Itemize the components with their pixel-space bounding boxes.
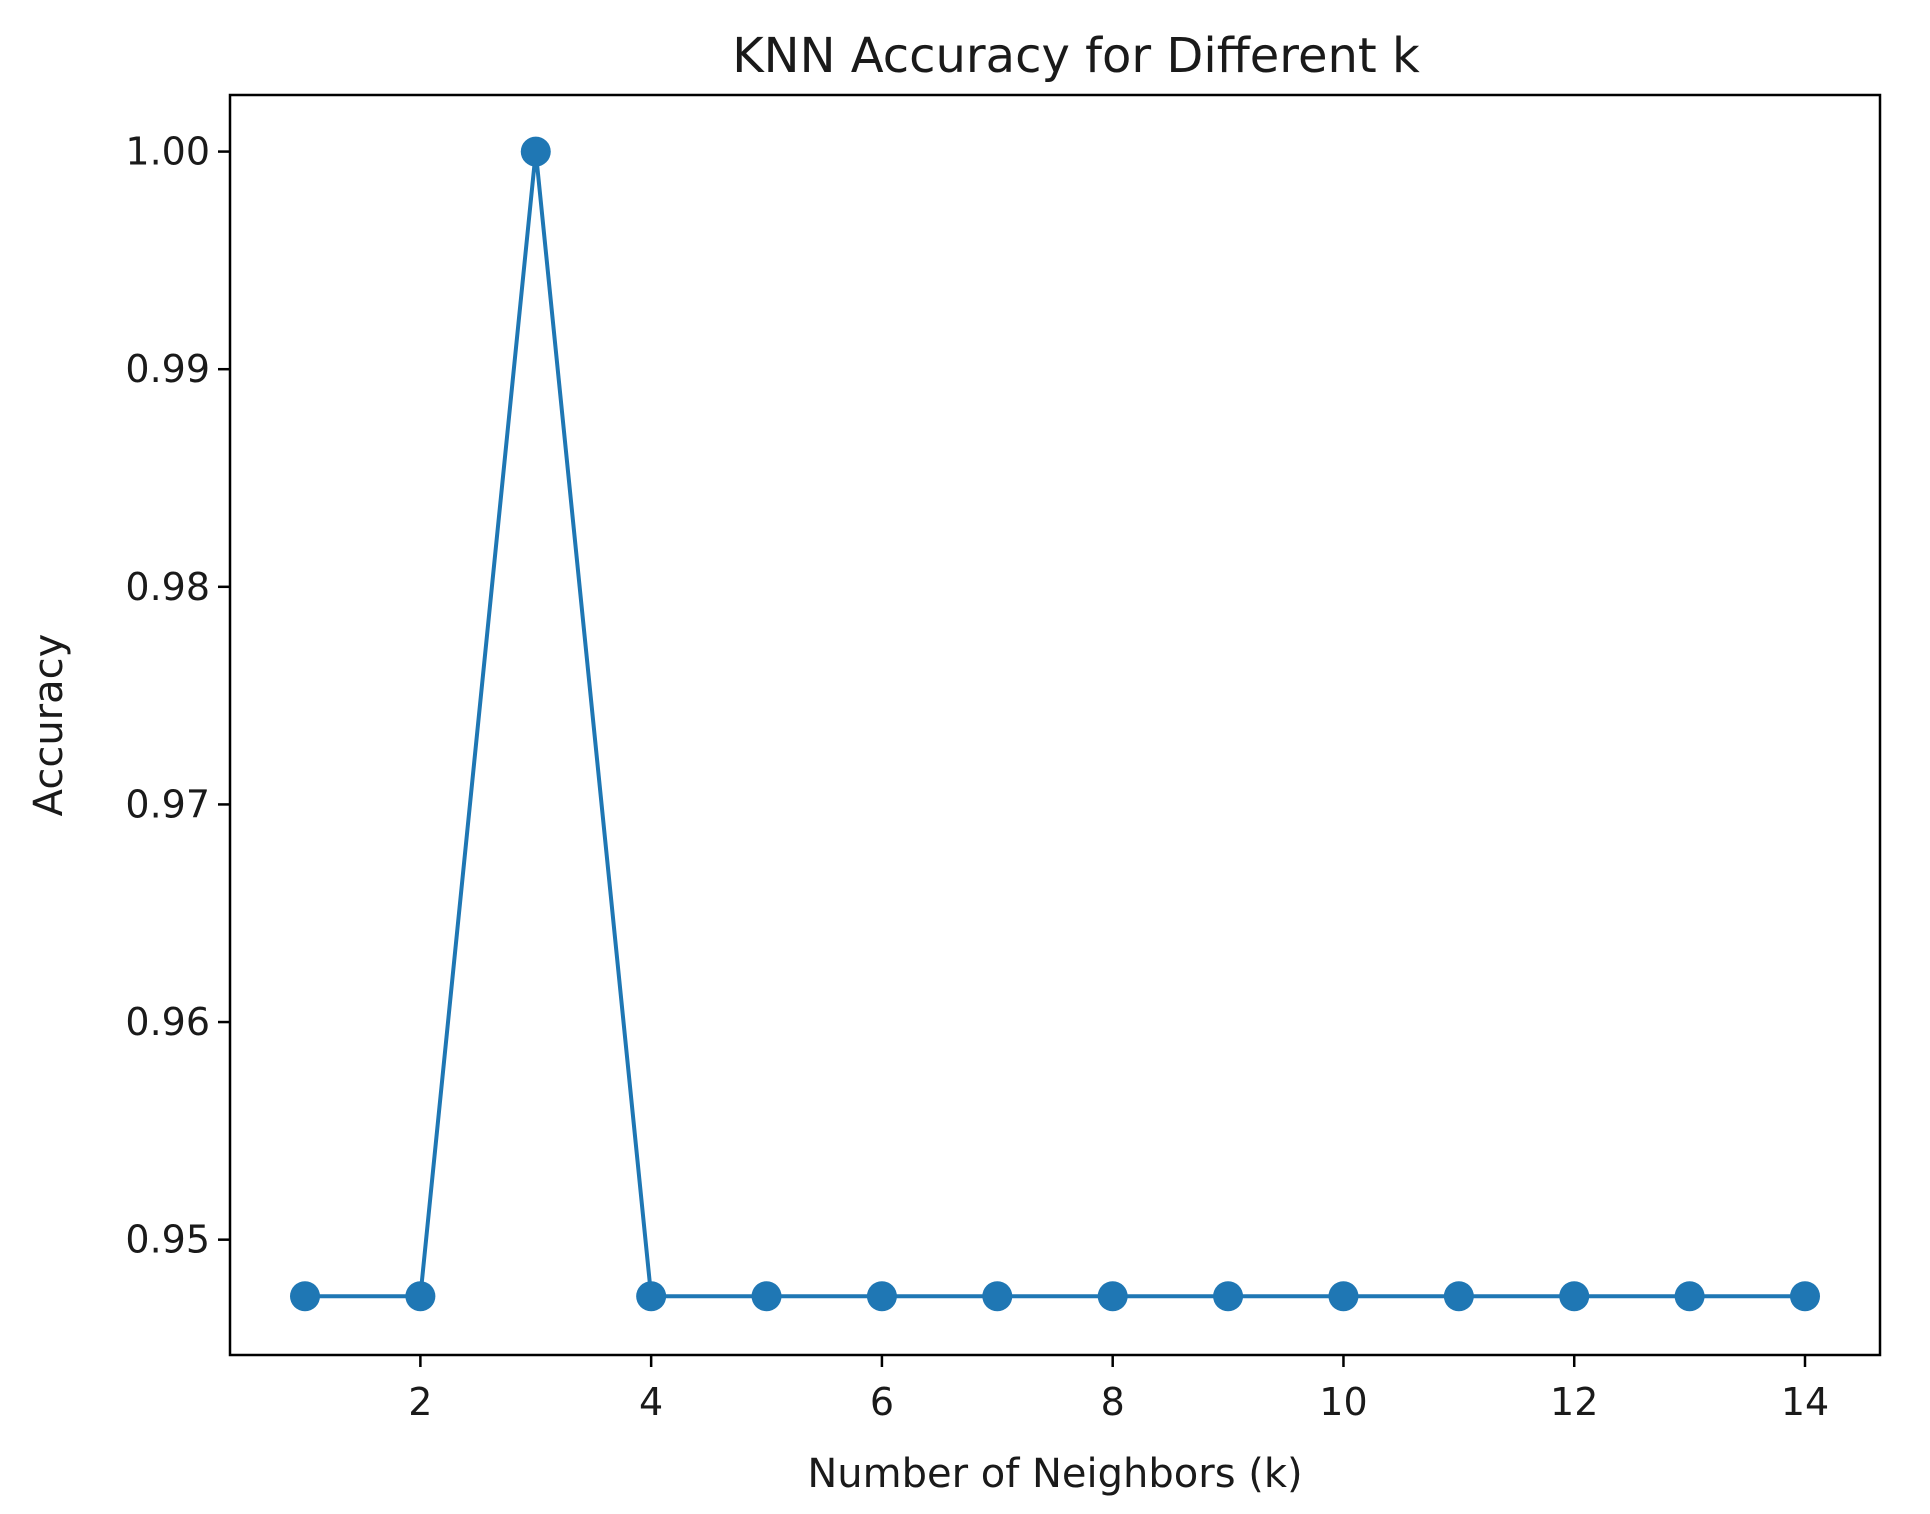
y-tick-label: 1.00 <box>125 130 210 174</box>
plot-frame <box>228 93 1882 1357</box>
data-point <box>1674 1281 1705 1312</box>
x-tick-label: 4 <box>639 1380 663 1424</box>
data-point <box>1443 1281 1474 1312</box>
y-axis-label: Accuracy <box>26 634 72 817</box>
data-point <box>520 136 551 167</box>
series-line <box>305 149 1805 1299</box>
y-tick-label: 0.97 <box>125 782 210 826</box>
data-point <box>1790 1281 1820 1312</box>
data-point <box>636 1281 667 1312</box>
data-point <box>1097 1281 1128 1312</box>
data-point <box>982 1281 1013 1312</box>
y-axis-ticks: 0.95 0.96 0.97 0.98 0.99 1.00 <box>125 130 230 1262</box>
x-axis-label: Number of Neighbors (k) <box>807 1451 1302 1497</box>
data-point <box>1559 1281 1590 1312</box>
x-tick-label: 6 <box>870 1380 894 1424</box>
data-point <box>1328 1281 1359 1312</box>
data-point <box>866 1281 897 1312</box>
data-point <box>751 1281 782 1312</box>
y-tick-label: 0.96 <box>125 1000 210 1044</box>
chart-title: KNN Accuracy for Different k <box>732 28 1420 84</box>
x-tick-label: 10 <box>1319 1380 1367 1424</box>
data-point <box>1213 1281 1244 1312</box>
x-tick-label: 8 <box>1101 1380 1125 1424</box>
x-tick-label: 2 <box>408 1380 432 1424</box>
x-tick-label: 12 <box>1550 1380 1598 1424</box>
y-tick-label: 0.99 <box>125 347 210 391</box>
y-tick-label: 0.98 <box>125 565 210 609</box>
y-tick-label: 0.95 <box>125 1218 210 1262</box>
data-point <box>290 1281 320 1312</box>
x-axis-ticks: 2 4 6 8 10 12 14 <box>408 1355 1829 1424</box>
accuracy-series <box>290 136 1820 1312</box>
data-point <box>405 1281 436 1312</box>
x-tick-label: 14 <box>1781 1380 1829 1424</box>
